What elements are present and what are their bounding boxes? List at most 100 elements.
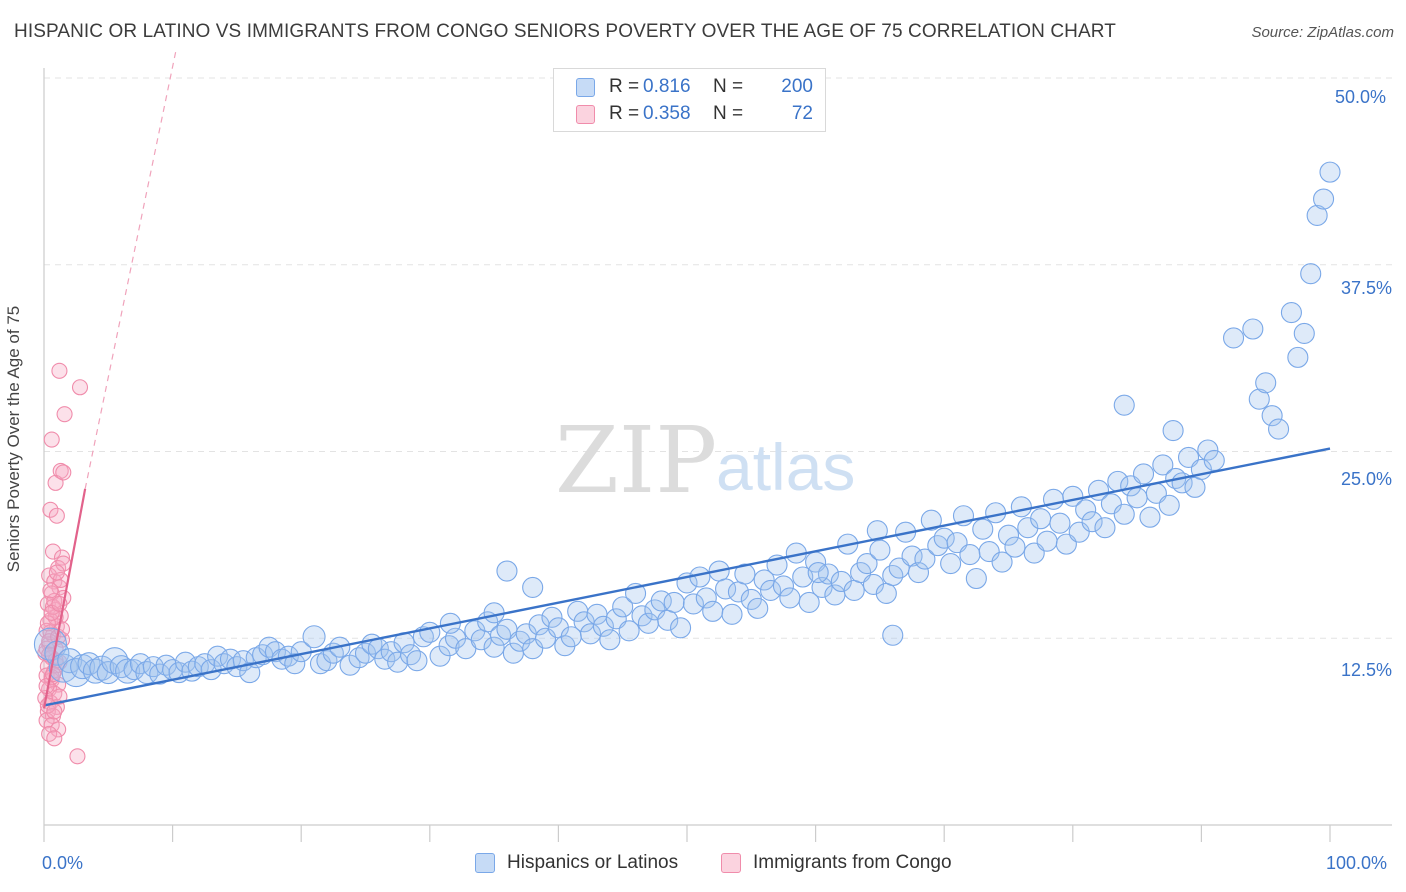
hispanic-point	[920, 509, 942, 531]
bottom-legend-hispanic: Hispanics or Latinos	[475, 852, 678, 874]
hispanic-point	[1017, 517, 1039, 539]
congo-point	[48, 507, 65, 524]
legend-row-hispanic: R = 0.816 N = 200	[576, 76, 813, 98]
hispanic-point	[1075, 499, 1097, 521]
hispanic-point	[302, 625, 326, 649]
bottom-legend-swatch-pink	[721, 853, 741, 873]
x-min-label: 0.0%	[42, 853, 84, 873]
hispanic-point	[843, 579, 865, 601]
hispanic-point	[940, 552, 962, 575]
hispanic-point	[866, 520, 888, 542]
hispanic-point	[483, 636, 505, 658]
watermark-zip: ZIP	[555, 407, 717, 514]
congo-point	[51, 362, 68, 379]
hispanic-point	[869, 539, 891, 561]
legend-n-value: 200	[781, 76, 813, 97]
hispanic-point	[1030, 508, 1052, 530]
hispanic-point	[1319, 161, 1341, 183]
hispanic-point	[1184, 476, 1206, 498]
trend-lines	[42, 47, 1331, 709]
hispanic-point	[1313, 188, 1335, 210]
congo-point	[46, 730, 63, 747]
hispanic-point	[721, 603, 743, 625]
hispanic-point	[807, 561, 829, 584]
hispanic-point	[522, 576, 544, 599]
watermark-atlas: atlas	[716, 430, 855, 504]
hispanic-point	[862, 573, 885, 596]
hispanic-point	[753, 569, 775, 591]
congo-point	[46, 703, 63, 720]
hispanic-point	[1036, 530, 1058, 552]
hispanic-point	[1132, 463, 1155, 485]
congo-trend-line	[42, 488, 87, 709]
hispanic-point	[830, 570, 852, 593]
congo-point	[53, 549, 71, 566]
legend-n-label: N =	[713, 103, 744, 124]
hispanic-point	[702, 600, 724, 622]
hispanic-point	[483, 602, 505, 624]
legend-r-value: 0.358	[643, 103, 691, 124]
hispanic-point	[760, 579, 782, 601]
congo-point	[44, 543, 62, 560]
legend-n-label: N =	[713, 76, 744, 97]
hispanic-point	[592, 615, 614, 637]
hispanic-point	[772, 575, 795, 597]
hispanic-point	[663, 591, 685, 613]
hispanic-point	[779, 587, 801, 609]
hispanic-point	[1300, 263, 1322, 285]
hispanic-point	[1081, 511, 1103, 533]
hispanic-point	[798, 591, 820, 613]
hispanic-point	[914, 548, 936, 570]
hispanic-point	[1203, 449, 1225, 472]
hispanic-point	[933, 527, 955, 549]
legend-swatch-pink	[576, 104, 595, 124]
hispanic-point	[489, 624, 512, 646]
congo-point	[41, 725, 58, 742]
hispanic-point	[1113, 503, 1135, 525]
hispanic-point	[734, 563, 756, 585]
hispanic-point	[959, 544, 981, 566]
hispanic-point	[1158, 494, 1180, 516]
legend-r-label: R =	[609, 76, 640, 97]
legend-r-value: 0.816	[643, 76, 691, 97]
hispanic-point	[875, 582, 897, 604]
hispanic-point	[1268, 418, 1290, 440]
hispanic-point	[1287, 346, 1309, 368]
hispanic-point	[541, 606, 563, 628]
hispanic-point	[101, 647, 129, 675]
congo-point	[71, 379, 89, 396]
congo-point	[56, 406, 73, 423]
y-tick-37-5: 37.5%	[1341, 278, 1393, 298]
y-tick-12-5: 12.5%	[1341, 660, 1393, 680]
hispanic-point	[1306, 204, 1328, 226]
legend-row-congo: R = 0.358 N = 72	[576, 103, 813, 125]
hispanic-point	[997, 524, 1020, 546]
congo-point	[48, 564, 65, 581]
hispanic-point	[496, 560, 518, 582]
hispanic-point	[1152, 454, 1174, 476]
source-label: Source: ZipAtlas.com	[1251, 24, 1394, 41]
hispanic-point	[1261, 405, 1283, 427]
chart-title: HISPANIC OR LATINO VS IMMIGRANTS FROM CO…	[14, 21, 1116, 42]
hispanic-point	[1255, 372, 1277, 394]
hispanic-point	[747, 597, 769, 619]
y-tick-50: 50.0%	[1335, 87, 1387, 107]
legend-r-label: R =	[609, 103, 640, 124]
hispanic-point	[972, 518, 994, 540]
watermark: ZIP atlas	[555, 407, 855, 514]
hispanic-point	[670, 617, 692, 639]
hispanic-trend-line	[43, 447, 1331, 707]
hispanic-point	[882, 624, 904, 646]
hispanic-point	[419, 621, 441, 643]
hispanic-point	[1293, 322, 1315, 345]
hispanic-points	[33, 161, 1341, 688]
hispanic-point	[618, 620, 640, 642]
hispanic-point	[339, 654, 361, 676]
hispanic-point	[1280, 302, 1302, 324]
hispanic-point	[715, 578, 737, 600]
hispanic-point	[901, 545, 923, 567]
congo-point	[52, 462, 69, 479]
hispanic-point	[1197, 439, 1219, 461]
hispanic-point	[1242, 318, 1264, 340]
